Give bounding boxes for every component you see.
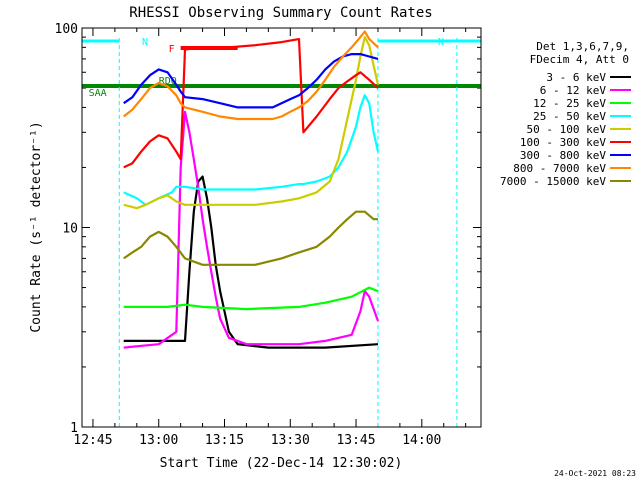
x-tick-label: 13:15 [205,433,244,448]
flag-label-n: N [142,37,148,48]
plot-frame [81,27,482,428]
flag-label-f: F [169,44,175,55]
legend-label-3: 12 - 25 keV [533,97,606,110]
legend-label-6: 100 - 300 keV [520,136,606,149]
plot-layer: 1 10 100 12:45 13:00 13:15 13:30 13:45 14:00 F N N R… [55,22,481,448]
y-tick-label: 10 [62,222,78,237]
series-line-9 [123,210,378,266]
series-line-2 [123,110,380,349]
x-tick-label: 13:30 [271,433,310,448]
series-line-5 [123,35,380,210]
x-tick-label: 13:45 [336,433,375,448]
y-tick-label: 100 [55,22,78,37]
x-axis-label: Start Time (22-Dec-14 12:30:02) [160,456,403,471]
series-line-3 [123,286,379,311]
legend-label-5: 50 - 100 keV [527,123,607,136]
x-tick-label: 13:00 [139,433,178,448]
legend-label-7: 300 - 800 keV [520,149,606,162]
x-tick-label: 12:45 [73,433,112,448]
legend-label-1: 3 - 6 keV [546,71,606,84]
y-tick-label: 1 [70,421,78,436]
y-axis-label: Count Rate (s⁻¹ detector⁻¹) [29,121,44,332]
flag-label-saa: SAA [89,88,107,99]
footer-date: 24-Oct-2021 08:23 [554,469,636,478]
flag-label-rdo: RDO [159,76,177,87]
legend-label-8: 800 - 7000 keV [513,162,606,175]
flag-label-n: N [438,37,444,48]
legend-header-line-1: Det 1,3,6,7,9, [536,40,629,53]
legend-label-2: 6 - 12 keV [540,84,607,97]
legend-label-9: 7000 - 15000 keV [500,175,606,188]
legend-header-line-2: FDecim 4, Att 0 [530,53,629,66]
series-line-8 [123,30,379,121]
x-tick-label: 14:00 [402,433,441,448]
legend-label-4: 25 - 50 keV [533,110,606,123]
series-line-6 [123,37,379,169]
chart-title: RHESSI Observing Summary Count Rates [129,5,432,21]
